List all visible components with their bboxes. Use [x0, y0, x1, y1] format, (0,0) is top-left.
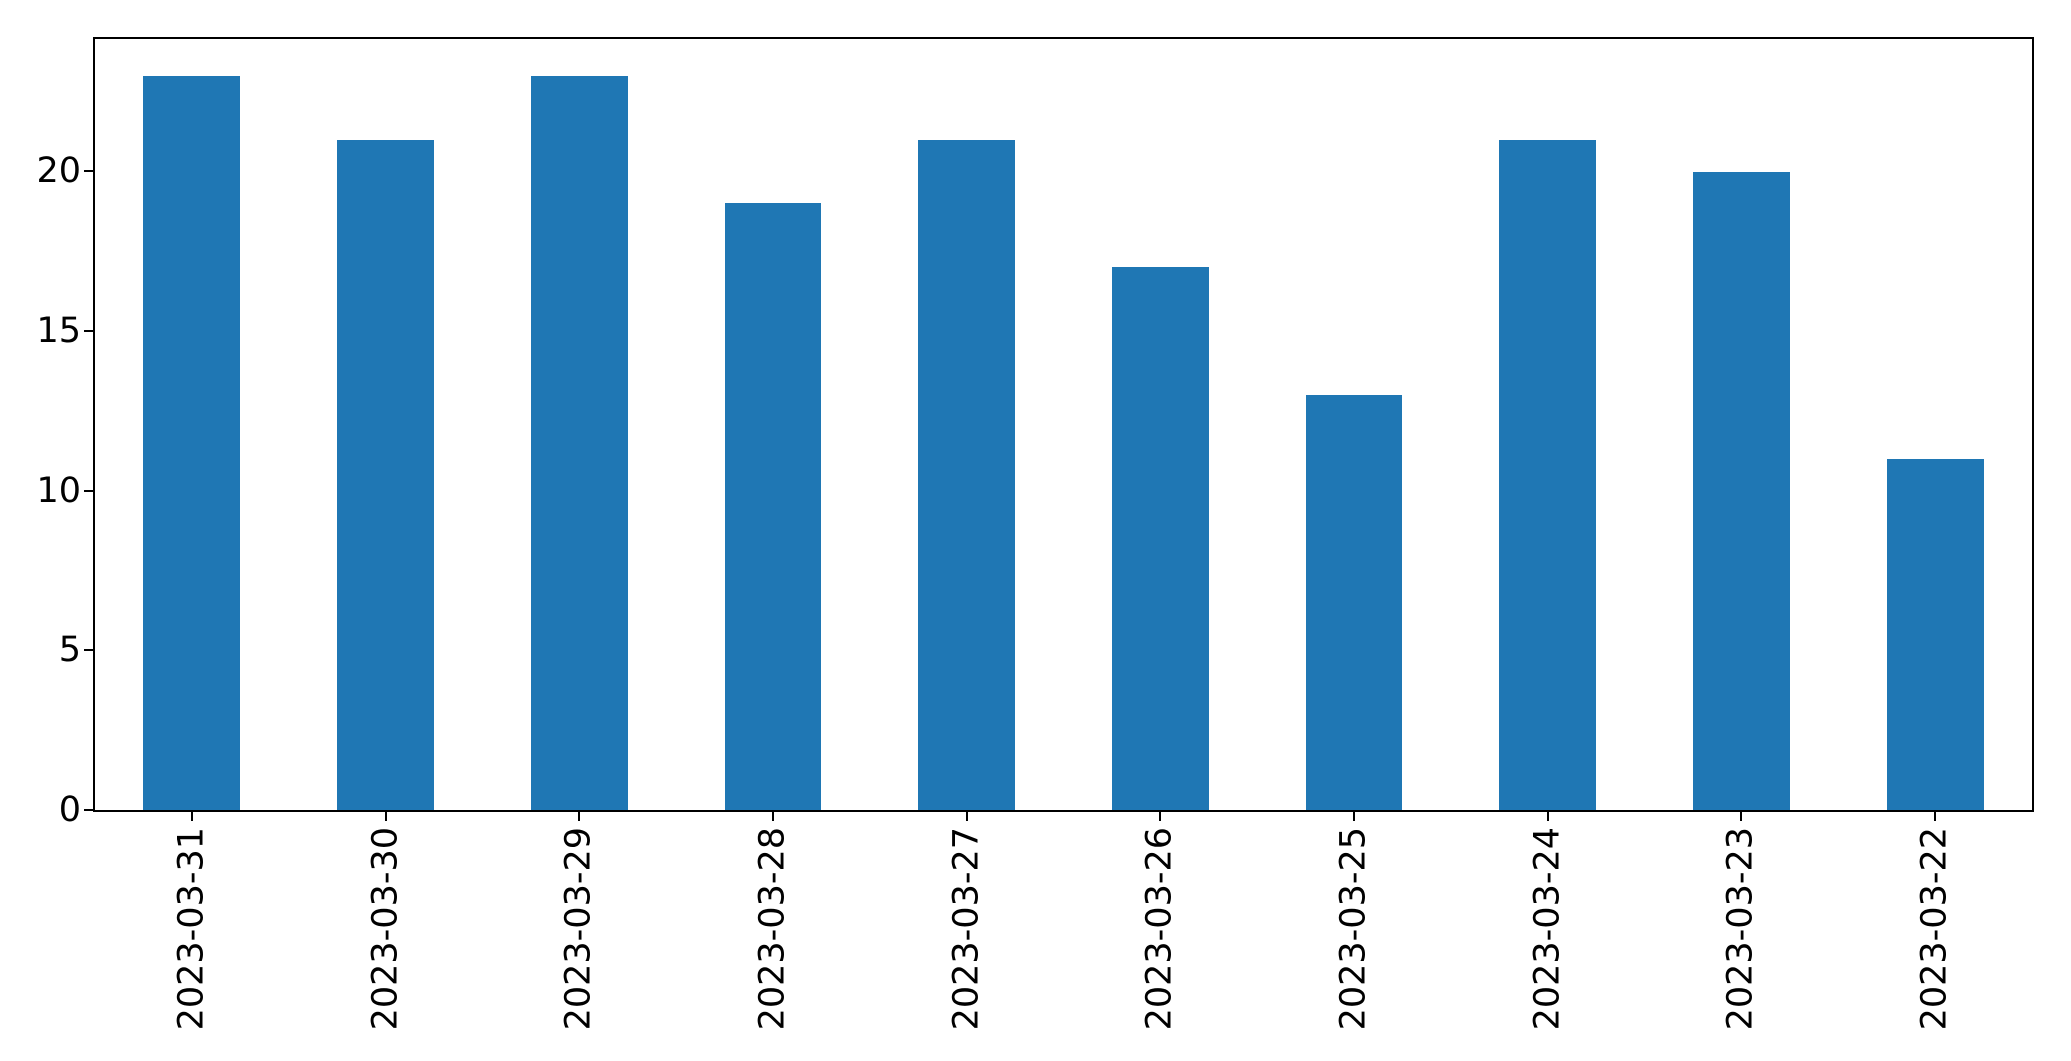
y-tick-label: 0: [58, 789, 81, 830]
bar-2023-03-30: [337, 139, 434, 810]
bar-2023-03-28: [724, 203, 822, 810]
bar-2023-03-31: [143, 75, 241, 810]
x-tick-mark: [965, 812, 968, 821]
y-tick-mark: [84, 489, 93, 492]
x-tick-mark: [1740, 812, 1743, 821]
bar-2023-03-23: [1693, 171, 1790, 810]
x-tick-mark: [1934, 812, 1937, 821]
x-tick-label: 2023-03-26: [1139, 827, 1180, 1031]
x-tick-mark: [384, 812, 387, 821]
x-tick-label: 2023-03-27: [946, 827, 987, 1031]
x-tick-label: 2023-03-29: [558, 827, 599, 1031]
y-tick-mark: [84, 649, 93, 652]
plot-area: [93, 37, 2034, 812]
bar-2023-03-24: [1499, 139, 1597, 810]
y-tick-mark: [84, 170, 93, 173]
y-tick-mark: [84, 330, 93, 333]
x-tick-mark: [190, 812, 193, 821]
bar-2023-03-27: [918, 139, 1016, 810]
x-tick-label: 2023-03-28: [752, 827, 793, 1031]
x-tick-label: 2023-03-22: [1914, 827, 1955, 1031]
bar-2023-03-26: [1111, 267, 1209, 810]
y-tick-label: 10: [36, 470, 81, 511]
y-tick-label: 20: [36, 151, 81, 192]
x-tick-mark: [1353, 812, 1356, 821]
x-tick-label: 2023-03-25: [1333, 827, 1374, 1031]
bar-2023-03-29: [530, 75, 628, 810]
x-tick-label: 2023-03-24: [1527, 827, 1568, 1031]
bar-2023-03-25: [1305, 394, 1403, 810]
x-tick-mark: [1159, 812, 1162, 821]
y-tick-label: 5: [58, 630, 81, 671]
x-tick-label: 2023-03-30: [365, 827, 406, 1031]
y-tick-mark: [84, 809, 93, 811]
x-tick-label: 2023-03-31: [171, 827, 212, 1031]
bar-2023-03-22: [1886, 458, 1984, 810]
x-tick-label: 2023-03-23: [1720, 827, 1761, 1031]
x-tick-mark: [1546, 812, 1549, 821]
x-tick-mark: [578, 812, 581, 821]
x-tick-mark: [771, 812, 774, 821]
y-tick-label: 15: [36, 310, 81, 351]
